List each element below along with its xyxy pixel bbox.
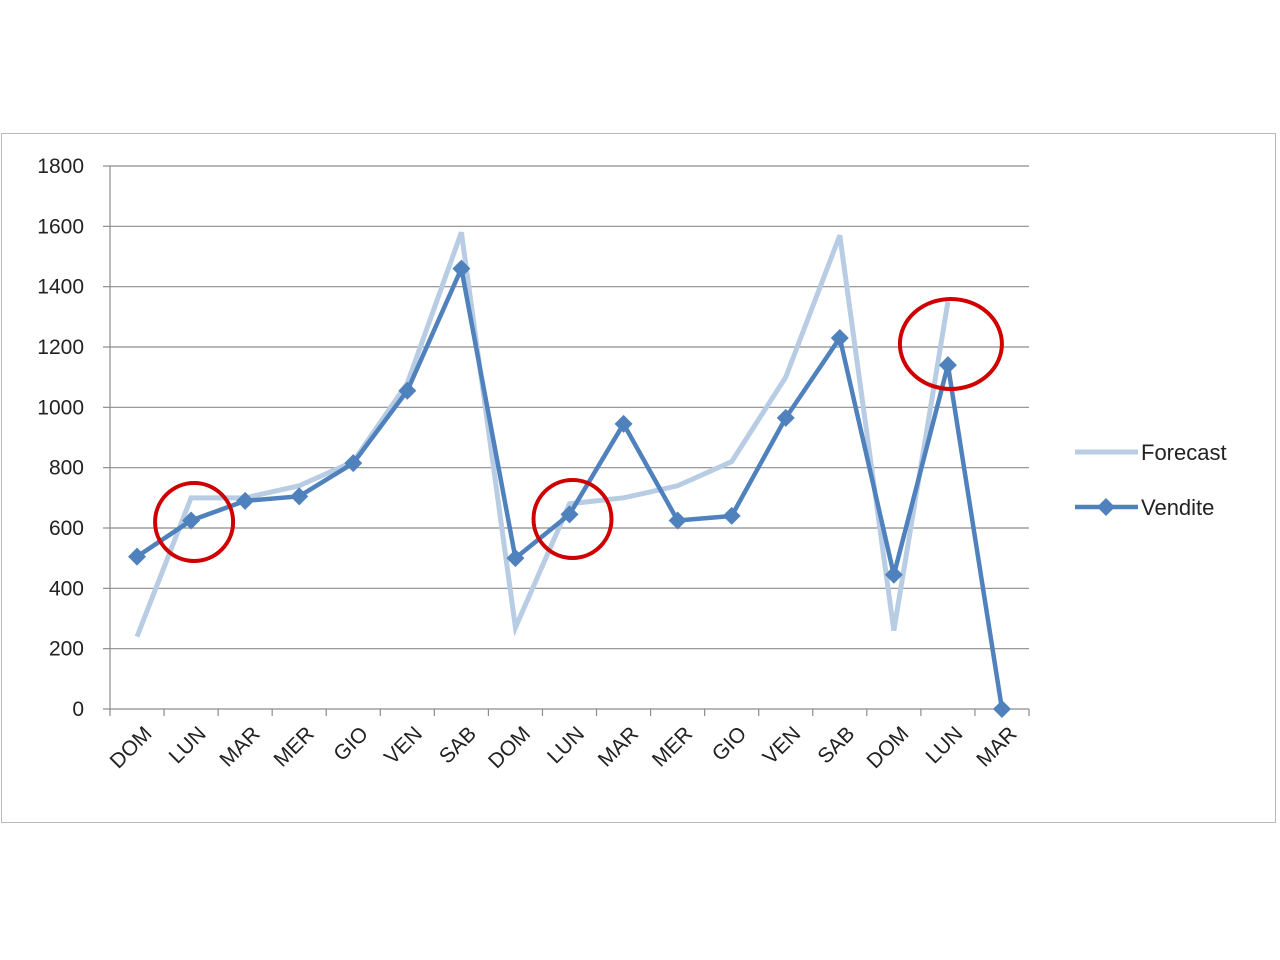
legend-label-forecast: Forecast	[1141, 440, 1227, 465]
legend-marker-vendite	[1097, 498, 1115, 516]
annotations	[153, 296, 1004, 563]
annotation-circle	[531, 477, 614, 560]
x-tick-label: SAB	[813, 722, 859, 768]
data-point-vendite	[506, 549, 525, 568]
y-tick-label: 0	[72, 698, 84, 721]
x-tick-label: GIO	[708, 722, 751, 765]
y-axis-tick-labels: 0 200 400 600 800 1000 1200 1400 1600 1800	[37, 155, 84, 721]
axes	[103, 165, 1030, 716]
data-point-vendite	[668, 511, 687, 530]
data-point-vendite	[938, 356, 957, 375]
y-tick-label: 800	[49, 457, 84, 480]
series-lines	[134, 231, 1005, 710]
y-tick-label: 400	[49, 577, 84, 600]
x-tick-label: GIO	[329, 722, 372, 765]
x-tick-label: DOM	[106, 722, 157, 773]
data-point-vendite	[776, 408, 795, 427]
x-axis-tick-labels: DOM LUN MAR MER GIO VEN SAB DOM LUN MAR MER GIO VEN S…	[106, 722, 1022, 773]
data-point-vendite	[614, 414, 633, 433]
x-tick-label: LUN	[165, 722, 211, 768]
x-tick-label: MAR	[594, 722, 643, 771]
x-tick-label: MAR	[972, 722, 1021, 771]
x-tick-label: DOM	[484, 722, 535, 773]
x-tick-label: MER	[648, 722, 697, 771]
annotation-circle	[897, 296, 1004, 391]
x-tick-label: SAB	[435, 722, 481, 768]
data-point-vendite	[560, 505, 579, 524]
data-point-vendite	[290, 487, 309, 506]
gridlines	[110, 165, 1029, 650]
x-tick-label: VEN	[758, 722, 805, 769]
y-tick-label: 1200	[37, 336, 84, 359]
series-line-forecast	[134, 231, 951, 638]
y-tick-label: 1800	[37, 155, 84, 178]
data-point-vendite	[452, 259, 471, 278]
x-tick-label: LUN	[921, 722, 967, 768]
data-point-vendite	[344, 454, 363, 473]
data-point-vendite	[884, 565, 903, 584]
data-point-vendite	[182, 511, 201, 530]
annotation-circle	[153, 480, 236, 563]
y-tick-label: 200	[49, 638, 84, 661]
x-tick-label: LUN	[543, 722, 589, 768]
y-tick-label: 1400	[37, 276, 84, 299]
chart-frame: 0 200 400 600 800 1000 1200 1400 1600 1800 DOM LUN…	[1, 133, 1276, 823]
y-tick-label: 600	[49, 517, 84, 540]
data-point-vendite	[722, 506, 741, 525]
data-point-vendite	[236, 491, 255, 510]
x-tick-label: MAR	[215, 722, 264, 771]
data-point-vendite	[398, 381, 417, 400]
series-line-vendite	[135, 261, 1005, 710]
x-tick-label: VEN	[380, 722, 427, 769]
legend: Forecast Vendite	[1075, 440, 1227, 520]
x-tick-label: DOM	[862, 722, 913, 773]
data-point-vendite	[128, 547, 147, 566]
x-tick-label: MER	[269, 722, 318, 771]
y-tick-label: 1000	[37, 396, 84, 419]
data-point-vendite	[992, 700, 1011, 718]
y-tick-label: 1600	[37, 215, 84, 238]
data-point-vendite	[830, 328, 849, 347]
legend-label-vendite: Vendite	[1141, 495, 1214, 520]
series-markers	[128, 259, 1011, 718]
